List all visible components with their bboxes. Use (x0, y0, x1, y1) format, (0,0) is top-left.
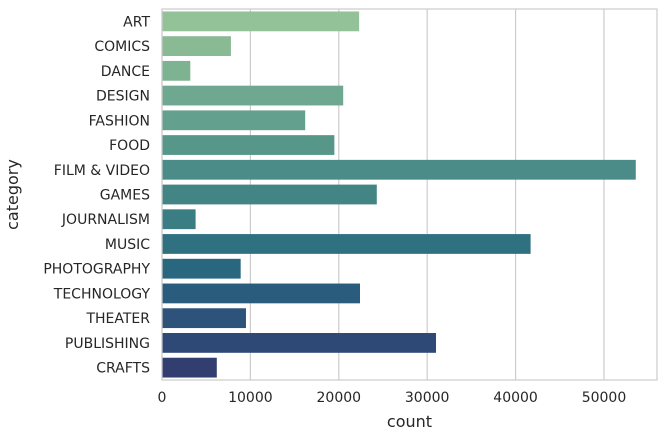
x-tick-label-5: 50000 (582, 390, 627, 406)
y-tick-label-3: DESIGN (96, 89, 150, 105)
y-tick-label-13: PUBLISHING (65, 336, 150, 352)
y-tick-label-2: DANCE (101, 64, 150, 80)
bar-7 (162, 184, 377, 205)
bar-2 (162, 60, 191, 81)
y-tick-label-8: JOURNALISM (61, 212, 150, 228)
bar-0 (162, 11, 360, 32)
x-tick-label-3: 30000 (405, 390, 450, 406)
bar-4 (162, 110, 306, 131)
bar-1 (162, 36, 231, 56)
x-tick-label-2: 20000 (317, 390, 362, 406)
y-axis-label: category (3, 159, 22, 230)
y-tick-label-5: FOOD (109, 138, 150, 154)
x-tick-labels: 0 10000 20000 30000 40000 50000 (158, 390, 627, 406)
y-tick-label-0: ART (123, 14, 150, 30)
y-tick-label-11: TECHNOLOGY (53, 286, 151, 302)
bar-3 (162, 85, 344, 106)
bar-9 (162, 234, 531, 254)
bar-6 (162, 159, 636, 180)
x-tick-label-4: 40000 (493, 390, 538, 406)
y-tick-label-14: CRAFTS (96, 361, 150, 377)
y-tick-label-9: MUSIC (105, 237, 150, 253)
bar-12 (162, 308, 246, 329)
y-tick-label-6: FILM & VIDEO (54, 163, 150, 179)
y-tick-labels: ART COMICS DANCE DESIGN FASHION FOOD FILM & VI… (43, 14, 150, 376)
x-tick-label-1: 10000 (228, 390, 273, 406)
bar-13 (162, 333, 437, 353)
y-tick-label-4: FASHION (89, 113, 150, 129)
y-tick-label-7: GAMES (100, 188, 150, 204)
bar-8 (162, 209, 196, 230)
plot-frame (161, 8, 658, 381)
bar-5 (162, 135, 335, 155)
x-axis-label: count (387, 412, 432, 431)
bar-10 (162, 258, 241, 279)
y-tick-label-12: THEATER (85, 311, 150, 327)
bar-14 (162, 357, 217, 378)
y-tick-label-10: PHOTOGRAPHY (43, 262, 150, 278)
y-tick-label-1: COMICS (94, 39, 150, 55)
bars (162, 11, 636, 378)
x-tick-label-0: 0 (158, 390, 167, 406)
bar-11 (162, 283, 360, 304)
